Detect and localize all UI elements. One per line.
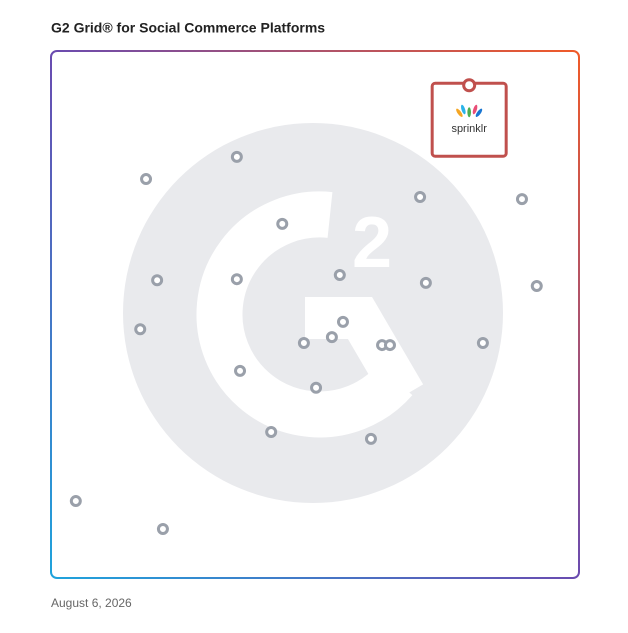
card: [430, 81, 508, 158]
point: [336, 315, 349, 328]
point: [140, 173, 153, 186]
svg-text:2: 2: [352, 203, 392, 283]
point: [134, 323, 147, 336]
logo-petal: [461, 104, 466, 115]
point: [325, 331, 338, 344]
logo-petal: [467, 107, 471, 118]
point: [515, 193, 528, 206]
point: [530, 280, 543, 293]
highlight-card: sprinklr: [430, 78, 508, 158]
logo-petal: [472, 104, 478, 115]
chart-title: G2 Grid® for Social Commerce Platforms: [51, 20, 325, 36]
point: [265, 426, 278, 439]
highlight-point: [462, 78, 477, 93]
point: [276, 217, 289, 230]
point: [151, 274, 164, 287]
point: [297, 336, 310, 349]
point: [383, 339, 396, 352]
point: [156, 522, 169, 535]
point: [476, 336, 489, 349]
point: [414, 190, 427, 203]
date: August 6, 2026: [51, 596, 132, 610]
point: [230, 273, 243, 286]
logo-petal: [475, 108, 483, 118]
point: [69, 495, 82, 508]
logo-petal: [456, 108, 463, 118]
highlight-label: sprinklr: [451, 123, 487, 135]
point: [364, 432, 377, 445]
point: [234, 364, 247, 377]
g2-watermark: 2: [123, 123, 503, 503]
point: [333, 268, 346, 281]
point: [310, 381, 323, 394]
point: [230, 150, 243, 163]
point: [419, 276, 432, 289]
